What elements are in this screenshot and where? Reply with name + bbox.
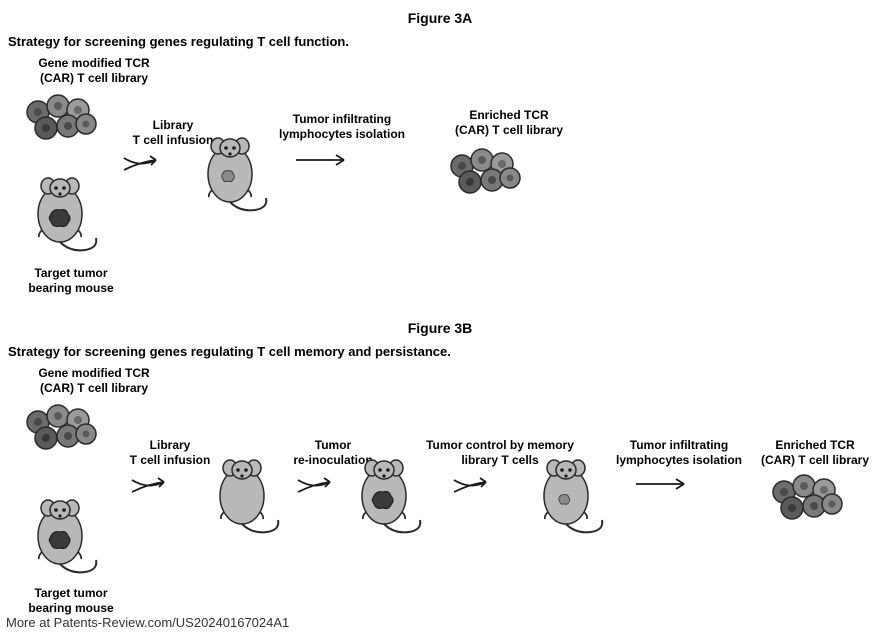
label-mouse-bottom-a: Target tumorbearing mouse (16, 266, 126, 296)
label-step4-b: Tumor infiltratinglymphocytes isolation (604, 438, 754, 468)
figure-b-caption: Strategy for screening genes regulating … (8, 344, 451, 359)
cell-cluster-start-b (24, 404, 102, 452)
arrow-step2-a (296, 154, 352, 173)
label-library-top-a: Gene modified TCR(CAR) T cell library (14, 56, 174, 86)
mouse-tumor-a (30, 172, 104, 263)
cell-cluster-result-a (448, 148, 526, 196)
label-step1-b: LibraryT cell infusion (120, 438, 220, 468)
mouse-tumor-b (30, 494, 104, 585)
arrow-step1-b (130, 476, 170, 503)
footer-text: More at Patents-Review.com/US20240167024… (6, 615, 289, 630)
arrow-step2-b (296, 476, 336, 503)
cell-cluster-start-a (24, 94, 102, 142)
label-step2-a: Tumor infiltratinglymphocytes isolation (262, 112, 422, 142)
figure-a-caption: Strategy for screening genes regulating … (8, 34, 349, 49)
label-result-b: Enriched TCR(CAR) T cell library (750, 438, 880, 468)
cell-cluster-result-b (770, 474, 848, 522)
arrow-step4-b (636, 478, 692, 497)
arrow-step1-a (122, 154, 162, 181)
label-library-top-b: Gene modified TCR(CAR) T cell library (14, 366, 174, 396)
label-result-a: Enriched TCR(CAR) T cell library (434, 108, 584, 138)
figure-a-title: Figure 3A (0, 10, 880, 26)
mouse-b-1 (212, 454, 286, 545)
mouse-mid-a (200, 132, 274, 223)
mouse-b-3 (536, 454, 610, 545)
figure-b-title: Figure 3B (0, 320, 880, 336)
arrow-step3-b (452, 476, 492, 503)
label-mouse-bottom-b: Target tumorbearing mouse (16, 586, 126, 616)
